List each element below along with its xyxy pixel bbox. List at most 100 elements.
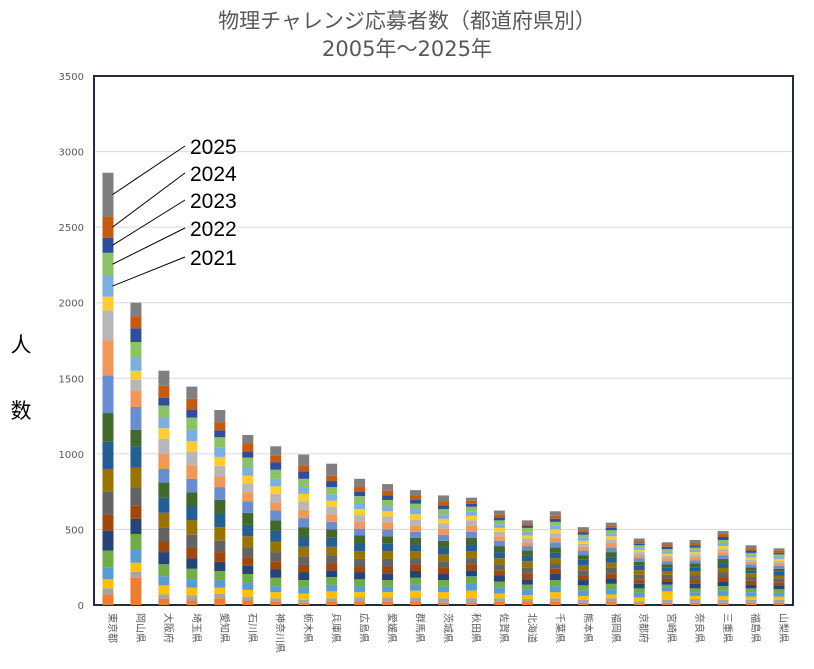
bar-segment <box>577 559 589 565</box>
bar-segment <box>605 522 617 526</box>
bar-segment <box>242 483 254 493</box>
bar-segment <box>717 572 729 578</box>
bar-segment <box>745 550 757 553</box>
bar-segment <box>102 441 114 469</box>
bar-segment <box>326 601 338 605</box>
bar-segment <box>214 476 226 488</box>
bar-segment <box>577 570 589 576</box>
bar-segment <box>605 557 617 563</box>
bar-segment <box>493 527 505 532</box>
bar-segment <box>382 586 394 593</box>
bar-segment <box>661 584 673 588</box>
bar-segment <box>326 591 338 599</box>
bar-segment <box>773 563 785 566</box>
bar-segment <box>661 567 673 571</box>
bar-segment <box>577 540 589 544</box>
bar-segment <box>689 543 701 546</box>
bar-segment <box>186 478 198 493</box>
bar-segment <box>661 581 673 585</box>
x-tick-label: 熊本県 <box>581 613 594 643</box>
bar-segment <box>745 602 757 605</box>
bar-segment <box>717 536 729 541</box>
bar-segment <box>130 518 142 534</box>
x-tick-label: 福島県 <box>749 613 762 643</box>
bar-segment <box>493 575 505 582</box>
bar-segment <box>214 540 226 553</box>
bar-segment <box>661 542 673 545</box>
bar-segment <box>577 534 589 538</box>
y-tick-label: 500 <box>65 525 84 536</box>
bar-segment <box>773 602 785 605</box>
bar-segment <box>465 525 477 532</box>
bar-segment <box>549 601 561 605</box>
bar-segment <box>158 497 170 513</box>
bar-segment <box>633 583 645 589</box>
bar-segment <box>242 557 254 566</box>
bar-segment <box>354 486 366 492</box>
bar-segment <box>326 570 338 578</box>
bar-segment <box>298 599 310 603</box>
bar-segment <box>521 579 533 585</box>
bar-segment <box>438 561 449 568</box>
bar-segment <box>493 570 505 576</box>
bar-segment <box>661 549 673 552</box>
bar-segment <box>717 599 729 603</box>
bar-segment <box>410 490 422 496</box>
bar-segment <box>549 574 561 581</box>
bar-segment <box>633 574 645 580</box>
bar-segment <box>130 577 142 605</box>
bar-segment <box>633 547 645 550</box>
bar-segment <box>549 580 561 587</box>
bar-segment <box>186 441 198 452</box>
bar-segment <box>270 502 282 511</box>
bar-segment <box>354 551 366 559</box>
bar-segment <box>354 478 366 487</box>
bar-segment <box>465 551 477 559</box>
x-tick-label: 東京都 <box>106 613 119 643</box>
bar-segment <box>773 561 785 564</box>
bar-segment <box>298 509 310 519</box>
bar-segment <box>549 547 561 553</box>
bar-segment <box>577 595 589 600</box>
y-tick-label: 3000 <box>59 148 84 159</box>
bar-segment <box>354 543 366 552</box>
bar-segment <box>102 340 114 376</box>
bar-segment <box>438 602 449 605</box>
bar-segment <box>773 554 785 557</box>
bar-segment <box>186 429 198 442</box>
bar-segment <box>717 581 729 587</box>
bar-segment <box>605 589 617 595</box>
callout-line <box>112 199 186 246</box>
bar-segment <box>605 536 617 540</box>
x-tick-label: 奈良県 <box>693 613 706 643</box>
bar-segment <box>521 527 533 532</box>
bar-segment <box>493 531 505 537</box>
bar-segment <box>382 506 394 512</box>
bar-segment <box>689 563 701 568</box>
bar-segment <box>354 601 366 605</box>
bar-segment <box>717 567 729 573</box>
bar-segment <box>577 564 589 571</box>
bar-segment <box>326 563 338 571</box>
bar-segment <box>186 600 198 605</box>
bar-segment <box>717 552 729 556</box>
bar-segment <box>242 600 254 605</box>
bar-segment <box>102 296 114 311</box>
bar-segment <box>298 593 310 600</box>
bar-segment <box>633 545 645 548</box>
bar-segment <box>186 579 198 588</box>
bar-segment <box>214 499 226 514</box>
bar-segment <box>214 593 226 599</box>
bar-segment <box>326 475 338 482</box>
legend-label: 2021 <box>190 247 237 270</box>
bar-segment <box>382 597 394 602</box>
bar-segment <box>633 552 645 556</box>
bar-segment <box>130 571 142 578</box>
bar-segment <box>354 597 366 602</box>
bar-segment <box>130 390 142 408</box>
bar-segment <box>242 589 254 597</box>
bar-segment <box>493 558 505 565</box>
bar-segment <box>102 413 114 442</box>
bar-segment <box>298 580 310 588</box>
